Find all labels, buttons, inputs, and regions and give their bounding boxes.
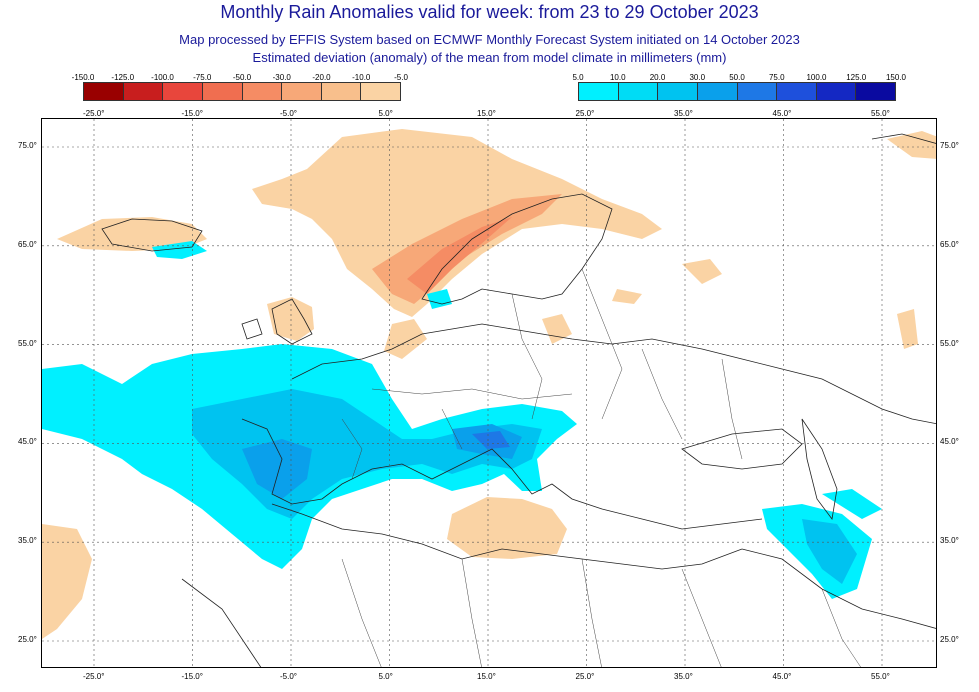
dry-area-russia — [682, 259, 722, 284]
positive-legend-label: 50.0 — [729, 73, 745, 82]
latitude-tick-label: 45.0° — [18, 437, 37, 447]
positive-legend-swatch — [856, 83, 895, 100]
longitude-tick-label: 15.0° — [477, 109, 496, 118]
positive-legend-label: 75.0 — [768, 73, 785, 82]
country-borders — [341, 268, 861, 667]
latitude-tick-label: 45.0° — [940, 437, 959, 447]
negative-legend-swatch — [123, 83, 164, 100]
wet-area-north-sea — [427, 289, 452, 309]
negative-anomaly-colorbar — [83, 82, 401, 101]
dry-anomaly-core — [372, 194, 562, 304]
latitude-tick-label: 65.0° — [940, 239, 959, 249]
negative-legend-swatch — [163, 83, 203, 100]
dry-area-british-isles — [267, 297, 314, 341]
negative-legend-label: -75.0 — [193, 73, 212, 82]
positive-legend-swatch — [697, 83, 738, 100]
latitude-tick-label: 35.0° — [940, 536, 959, 546]
graticule — [42, 119, 936, 667]
negative-legend-label: -20.0 — [312, 73, 331, 82]
dry-area-north-sea-coast — [384, 319, 427, 359]
negative-legend-swatch — [84, 83, 124, 100]
latitude-tick-label: 55.0° — [18, 338, 37, 348]
longitude-tick-label: 55.0° — [871, 109, 890, 118]
positive-legend-swatch — [618, 83, 659, 100]
negative-legend-label: -30.0 — [272, 73, 291, 82]
latitude-tick-label: 55.0° — [940, 338, 959, 348]
positive-legend-label: 150.0 — [885, 73, 907, 82]
longitude-tick-label: 45.0° — [772, 109, 792, 118]
longitude-tick-label: 35.0° — [674, 672, 693, 681]
wet-area-caspian — [822, 489, 882, 519]
dry-area-iceland — [57, 217, 207, 251]
positive-legend-label: 10.0 — [609, 73, 626, 82]
positive-legend-swatch — [777, 83, 817, 100]
longitude-tick-label: -5.0° — [280, 109, 297, 118]
map-subtitle-source: Map processed by EFFIS System based on E… — [179, 32, 800, 47]
longitude-tick-label: 25.0° — [575, 672, 595, 681]
longitude-tick-label: 5.0° — [378, 672, 393, 681]
negative-legend-label: -5.0 — [394, 73, 408, 82]
latitude-tick-label: 35.0° — [18, 536, 37, 546]
negative-legend-label: -125.0 — [111, 73, 135, 82]
latitude-tick-label: 75.0° — [940, 141, 959, 150]
longitude-tick-label: -25.0° — [83, 109, 105, 118]
longitude-tick-label: 25.0° — [575, 109, 595, 118]
longitude-tick-label: -25.0° — [83, 672, 105, 681]
positive-legend-swatch — [816, 83, 857, 100]
longitude-tick-label: -5.0° — [280, 672, 297, 681]
latitude-tick-label: 75.0° — [18, 141, 37, 150]
positive-legend-swatch — [658, 83, 698, 100]
positive-legend-label: 125.0 — [846, 73, 867, 82]
coastlines — [101, 133, 936, 667]
negative-legend-label: -10.0 — [352, 73, 371, 82]
negative-legend-swatch — [242, 83, 283, 100]
longitude-tick-label: 5.0° — [378, 109, 393, 118]
negative-legend-label: -150.0 — [71, 73, 95, 82]
positive-legend-swatch — [579, 83, 619, 100]
wet-anomaly-strong — [242, 424, 522, 499]
longitude-tick-label: -15.0° — [181, 109, 203, 118]
longitude-tick-label: 45.0° — [772, 672, 792, 681]
negative-legend-swatch — [321, 83, 362, 100]
map-canvas — [42, 119, 936, 667]
latitude-tick-label: 65.0° — [18, 239, 37, 249]
map-title: Monthly Rain Anomalies valid for week: f… — [220, 2, 759, 22]
anomaly-map[interactable] — [41, 118, 937, 668]
longitude-tick-label: -15.0° — [181, 672, 203, 681]
negative-legend-swatch — [361, 83, 400, 100]
longitude-tick-label: 35.0° — [674, 109, 693, 118]
positive-legend-label: 5.0 — [572, 73, 584, 82]
positive-anomaly-colorbar — [578, 82, 896, 101]
dry-area-north-africa — [447, 497, 567, 559]
negative-legend-label: -50.0 — [232, 73, 252, 82]
positive-legend-swatch — [737, 83, 778, 100]
negative-legend-swatch — [202, 83, 243, 100]
dry-area-east-small — [897, 309, 918, 349]
positive-legend-label: 30.0 — [689, 73, 706, 82]
dry-area-baltic — [542, 314, 572, 344]
negative-legend-swatch — [282, 83, 322, 100]
map-subtitle-description: Estimated deviation (anomaly) of the mea… — [252, 50, 727, 65]
longitude-tick-label: 55.0° — [871, 672, 890, 681]
latitude-tick-label: 25.0° — [940, 635, 959, 644]
longitude-tick-label: 15.0° — [477, 672, 496, 681]
dry-area-atlantic-southwest — [42, 524, 92, 639]
dry-area-arctic-east — [887, 131, 936, 159]
positive-legend-label: 100.0 — [806, 73, 827, 82]
dry-area-scandinavia-east — [612, 289, 642, 304]
negative-legend-label: -100.0 — [151, 73, 174, 82]
latitude-tick-label: 25.0° — [18, 635, 37, 644]
positive-legend-label: 20.0 — [649, 73, 666, 82]
